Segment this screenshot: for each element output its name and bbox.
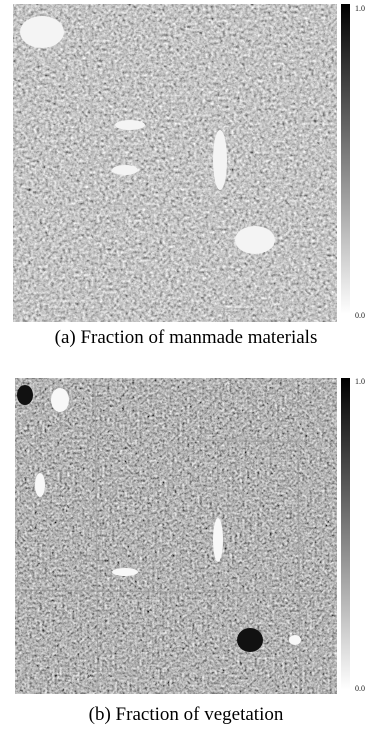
map-texture bbox=[15, 378, 337, 694]
colorbar bbox=[341, 378, 350, 690]
colorbar-max: 1.0 bbox=[355, 377, 365, 386]
colorbar-min: 0.0 bbox=[355, 684, 365, 693]
colorbar bbox=[341, 4, 350, 314]
colorbar-min: 0.0 bbox=[355, 311, 365, 320]
page: {"figure": {"panels": [ {"caption": "(a)… bbox=[0, 0, 372, 751]
caption: (b) Fraction of vegetation bbox=[89, 704, 284, 725]
figure: 1.0 0.0 (a) Fraction of manmade material… bbox=[0, 0, 372, 751]
panel-b: 1.0 0.0 (b) Fraction of vegetation bbox=[15, 377, 365, 725]
colorbar-max: 1.0 bbox=[355, 4, 365, 13]
map-texture bbox=[13, 4, 337, 322]
panel-a: 1.0 0.0 (a) Fraction of manmade material… bbox=[13, 4, 365, 348]
caption: (a) Fraction of manmade materials bbox=[55, 327, 318, 348]
